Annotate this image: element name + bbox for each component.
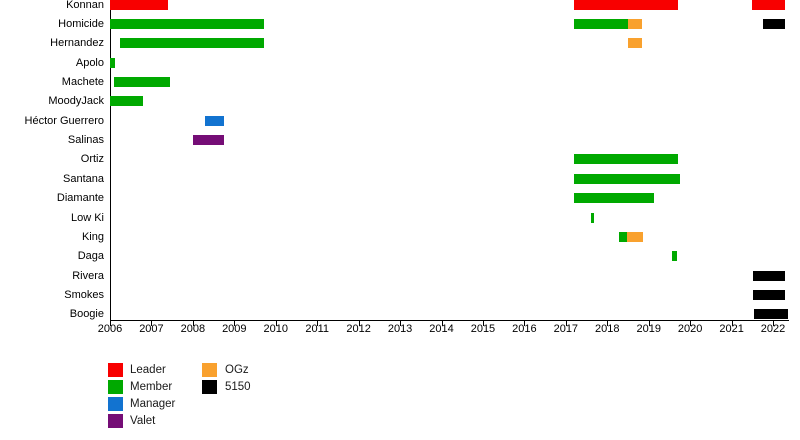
x-tick-label: 2017: [553, 323, 579, 335]
timeline-bar-member: [110, 18, 265, 29]
timeline-bar-manager: [205, 115, 225, 126]
row-label: Salinas: [67, 134, 104, 147]
x-axis-tick: [151, 321, 153, 326]
legend-swatch-member: [108, 380, 123, 394]
x-axis-tick: [607, 321, 609, 326]
legend-label: Member: [130, 381, 173, 393]
timeline-bar-member: [574, 193, 655, 204]
row-label: Konnan: [66, 0, 104, 11]
timeline-bar-member: [574, 173, 681, 184]
row-label: Smokes: [64, 289, 104, 301]
timeline-bar-member: [110, 96, 144, 107]
timeline-bar-5150: [753, 290, 786, 300]
x-axis-tick: [482, 321, 484, 326]
legend-swatch-5150: [202, 380, 217, 394]
x-tick-label: 2021: [719, 323, 744, 335]
row-label: Héctor Guerrero: [24, 114, 104, 127]
timeline-bar-leader: [574, 0, 678, 10]
x-tick-label: 2016: [512, 323, 537, 335]
timeline-bar-member: [671, 251, 678, 262]
x-axis-tick: [690, 321, 692, 326]
legend-swatch-leader: [108, 363, 123, 377]
x-axis-tick: [110, 321, 111, 326]
row-label: Boogie: [69, 308, 104, 321]
timeline-bar-ogz: [628, 38, 642, 49]
legend-label: Manager: [130, 398, 176, 410]
x-tick-label: 2006: [97, 323, 123, 335]
row-label: MoodyJack: [48, 95, 104, 108]
x-axis-tick: [234, 321, 236, 326]
x-tick-label: 2007: [139, 323, 164, 335]
x-tick-label: 2019: [636, 323, 661, 335]
x-axis-tick: [275, 321, 277, 326]
row-label: King: [81, 230, 104, 243]
timeline-bar-5150: [753, 270, 786, 281]
x-axis-tick: [441, 321, 443, 326]
x-tick-label: 2009: [222, 323, 247, 335]
row-label: Diamante: [56, 192, 104, 205]
x-tick-label: 2020: [677, 323, 703, 335]
x-tick-label: 2008: [180, 323, 206, 335]
x-tick-label: 2014: [429, 323, 454, 335]
x-tick-label: 2015: [470, 323, 496, 335]
x-axis-tick: [565, 321, 567, 326]
timeline-bar-member: [110, 57, 115, 68]
timeline-bar-member: [619, 231, 628, 242]
legend-swatch-manager: [108, 397, 123, 411]
x-tick-label: 2018: [595, 323, 620, 335]
legend-label: OGz: [225, 364, 249, 376]
legend-label: Valet: [130, 415, 156, 427]
x-tick-label: 2012: [346, 323, 371, 335]
x-axis-tick: [731, 321, 733, 326]
timeline-bar-5150: [754, 309, 789, 320]
timeline-bar-ogz: [628, 18, 642, 29]
x-tick-label: 2022: [760, 323, 786, 335]
row-label: Machete: [61, 76, 104, 89]
legend-label: Leader: [130, 364, 166, 376]
timeline-bar-member: [114, 77, 171, 88]
timeline-bar-member: [574, 154, 678, 165]
timeline-bar-member: [574, 18, 628, 29]
x-tick-label: 2013: [387, 323, 413, 335]
y-axis-line: [110, 0, 111, 320]
x-axis-tick: [524, 321, 526, 326]
row-label: Apolo: [75, 56, 104, 69]
row-label: Homicide: [58, 17, 104, 30]
x-axis-tick: [648, 321, 650, 326]
timeline-bar-member: [590, 212, 595, 223]
timeline-bar-ogz: [627, 231, 643, 242]
row-label: Low Ki: [70, 211, 104, 224]
x-axis-tick: [192, 321, 194, 326]
x-tick-label: 2011: [305, 323, 330, 335]
legend-swatch-valet: [108, 414, 123, 428]
x-axis-tick: [358, 321, 360, 326]
x-axis-line: [110, 320, 789, 321]
timeline-bar-valet: [192, 135, 224, 146]
timeline-bar-leader: [752, 0, 786, 10]
row-label: Ortiz: [80, 153, 104, 166]
timeline-bar-leader: [110, 0, 169, 10]
row-label: Rivera: [72, 269, 104, 282]
x-axis-tick: [773, 321, 775, 326]
x-axis-tick: [400, 321, 402, 326]
legend-swatch-ogz: [202, 363, 217, 377]
x-tick-label: 2010: [263, 323, 288, 335]
row-label: Santana: [63, 172, 104, 185]
row-label: Daga: [77, 250, 104, 263]
legend-label: 5150: [225, 381, 251, 393]
timeline-bar-5150: [762, 18, 786, 29]
timeline-bar-member: [120, 38, 265, 49]
row-label: Hernandez: [50, 37, 104, 50]
x-axis-tick: [317, 321, 319, 326]
